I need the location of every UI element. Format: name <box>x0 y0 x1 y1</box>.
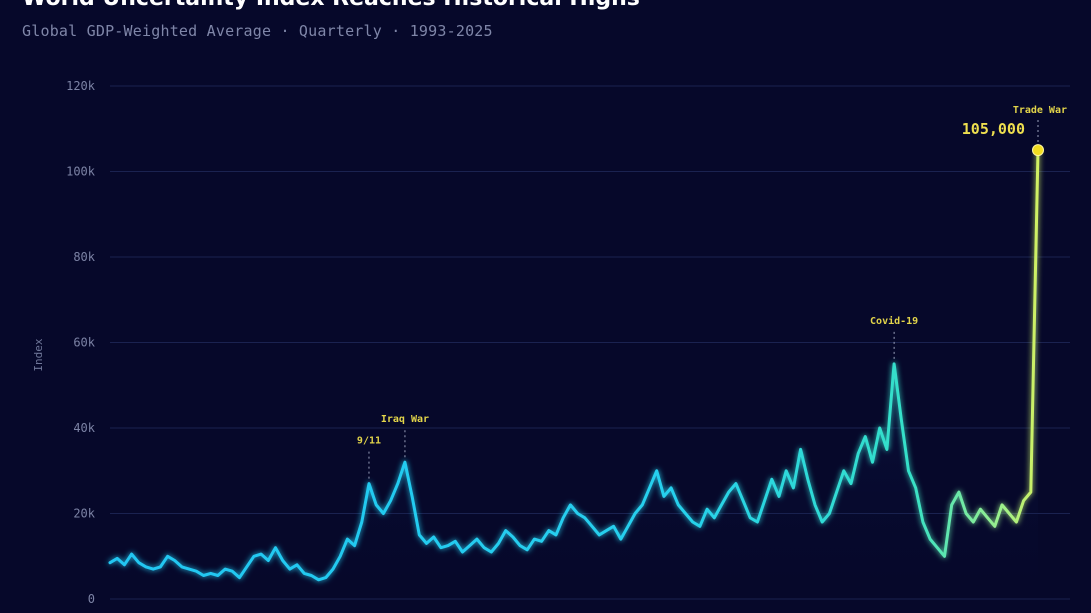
peak-marker <box>1032 144 1044 157</box>
chart-title: World Uncertainty Index Reaches Historic… <box>22 0 640 11</box>
series-line <box>108 148 1040 582</box>
y-tick-label: 80k <box>73 250 95 264</box>
y-tick-label: 0 <box>88 592 95 606</box>
y-tick-label: 40k <box>73 421 95 435</box>
chart-subtitle: Global GDP-Weighted Average · Quarterly … <box>22 22 493 40</box>
annotation-label: Iraq War <box>381 414 429 425</box>
annotation-label: 9/11 <box>357 436 381 447</box>
y-axis-ticks: 0 20k 40k 60k 80k 100k 120k <box>66 79 96 606</box>
area-fill <box>110 150 1038 599</box>
y-tick-label: 120k <box>66 79 96 93</box>
y-axis-label: Index <box>32 338 45 371</box>
peak-value-label: 105,000 <box>962 120 1025 138</box>
annotation-label: Trade War <box>1013 105 1067 116</box>
y-tick-label: 100k <box>66 165 96 179</box>
y-tick-label: 20k <box>73 507 95 521</box>
y-tick-label: 60k <box>73 336 95 350</box>
annotation-label: Covid-19 <box>870 315 918 327</box>
